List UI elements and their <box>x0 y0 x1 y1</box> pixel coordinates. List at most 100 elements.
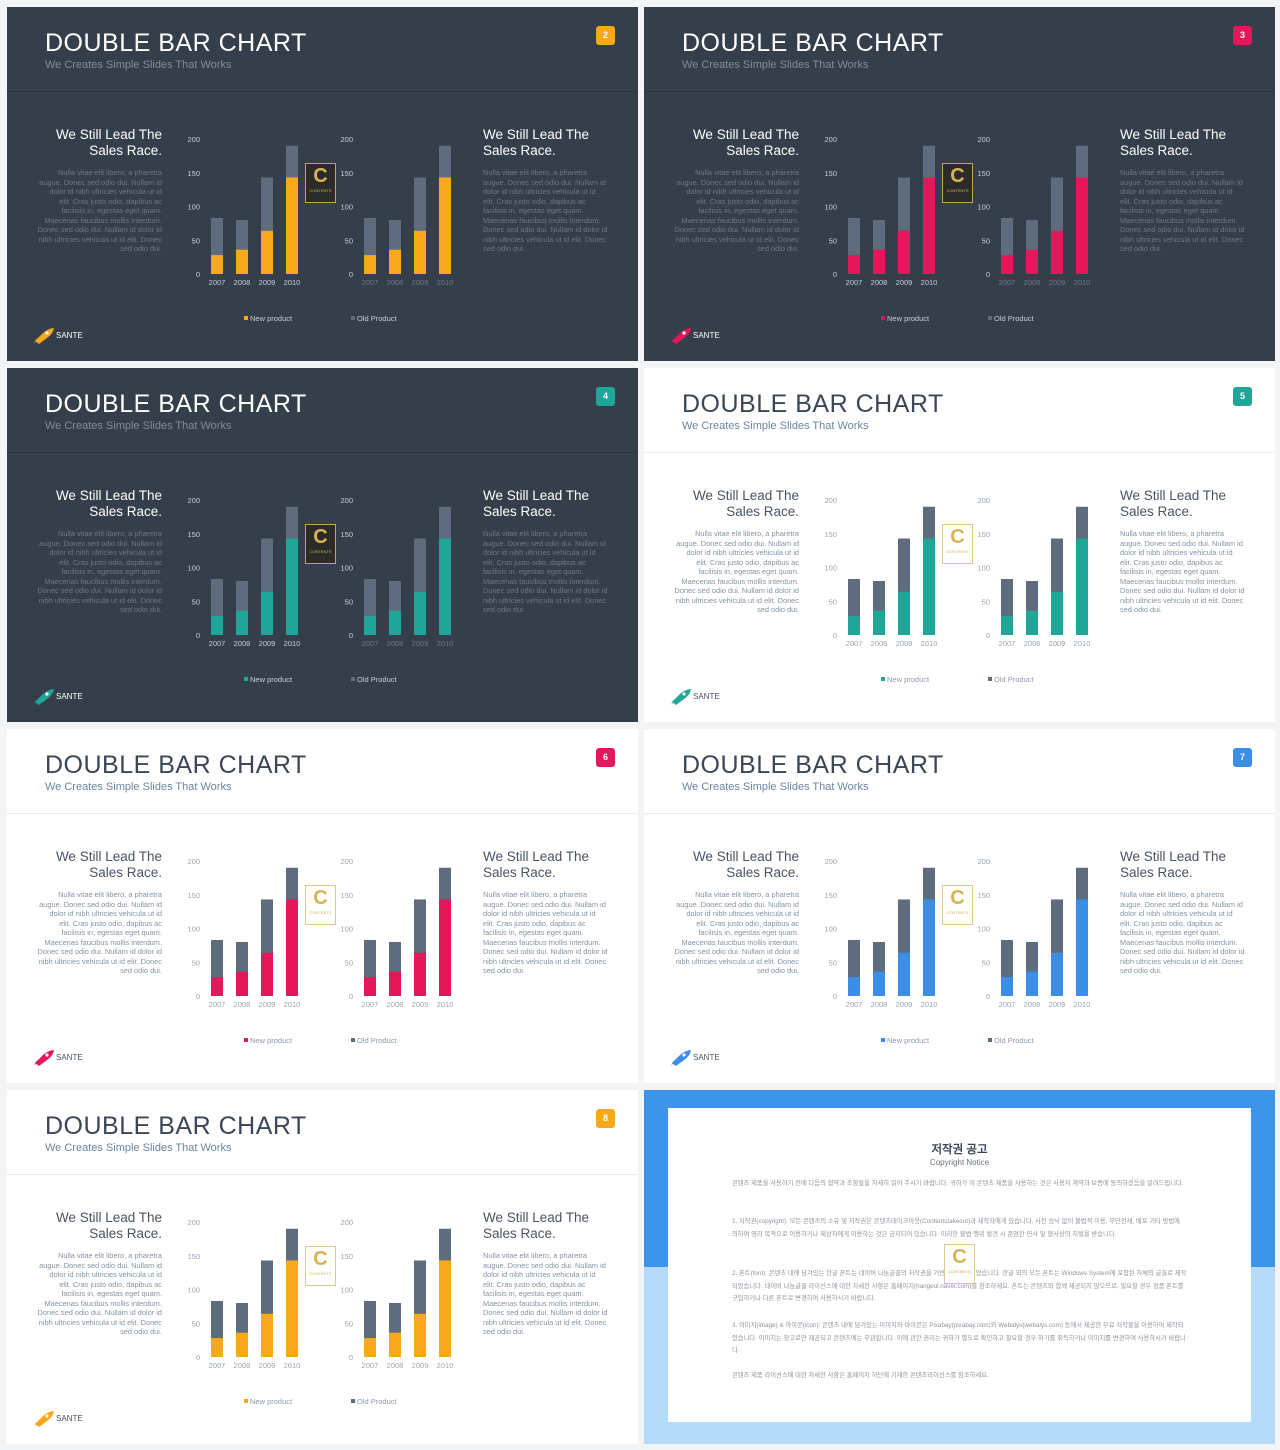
copyright-paragraph: 콘텐츠 제품을 사용하기 전에 다음의 협약과 조항들을 자세히 읽어 주시기 … <box>732 1180 1184 1187</box>
x-tick-label: 2010 <box>1074 1000 1091 1009</box>
contents-logo: C CONTENTS <box>305 885 336 925</box>
y-tick-label: 150 <box>824 530 837 539</box>
legend-new-product: New product <box>244 314 292 323</box>
legend-swatch <box>351 316 355 320</box>
x-tick-label: 2007 <box>209 1000 226 1009</box>
x-tick-label: 2009 <box>259 1361 276 1370</box>
header-divider <box>7 1174 638 1175</box>
y-tick-label: 0 <box>833 631 837 640</box>
bar-new-product <box>236 249 248 274</box>
x-tick-label: 2008 <box>387 1000 404 1009</box>
y-tick-label: 50 <box>345 958 353 967</box>
legend-label: Old Product <box>357 1397 397 1406</box>
copyright-paragraph: 1. 저작권(copyright): 모든 콘텐츠의 소유 및 저작권은 콘텐츠… <box>732 1218 1180 1238</box>
x-tick-label: 2007 <box>362 278 379 287</box>
x-tick-label: 2007 <box>362 1000 379 1009</box>
y-tick-label: 100 <box>187 564 200 573</box>
y-tick-label: 100 <box>340 925 353 934</box>
bar-new-product <box>848 616 860 635</box>
y-tick-label: 200 <box>340 857 353 866</box>
legend-old-product: Old Product <box>351 1036 397 1045</box>
y-tick-label: 100 <box>187 925 200 934</box>
bar-new-product <box>873 249 885 274</box>
right-heading: We Still Lead The Sales Race. <box>1120 849 1227 880</box>
bar-new-product <box>1051 230 1063 274</box>
x-tick-label: 2008 <box>387 1361 404 1370</box>
y-tick-label: 50 <box>192 236 200 245</box>
x-tick-label: 2010 <box>284 1000 301 1009</box>
legend-swatch <box>881 677 885 681</box>
x-tick-label: 2009 <box>896 639 913 648</box>
y-tick-label: 200 <box>977 135 990 144</box>
legend-label: New product <box>250 1036 293 1045</box>
right-heading: We Still Lead The Sales Race. <box>483 849 590 880</box>
x-tick-label: 2008 <box>871 278 888 287</box>
bar-new-product <box>286 177 298 274</box>
x-tick-label: 2009 <box>896 278 913 287</box>
slide-3: DOUBLE BAR CHART We Creates Simple Slides… <box>644 7 1275 361</box>
left-heading: We Still Lead The Sales Race. <box>55 127 162 158</box>
bar-new-product <box>261 952 273 996</box>
legend-swatch <box>988 677 992 681</box>
y-tick-label: 50 <box>345 1319 353 1328</box>
logo-letter: C <box>313 887 328 909</box>
x-tick-label: 2009 <box>1049 1000 1066 1009</box>
y-tick-label: 50 <box>982 236 990 245</box>
logo-text: CONTENTS <box>309 188 332 193</box>
legend-swatch <box>351 677 355 681</box>
slide-4: DOUBLE BAR CHART We Creates Simple Slides… <box>7 368 638 722</box>
bar-new-product <box>1076 899 1088 996</box>
bar-new-product <box>236 971 248 996</box>
y-tick-label: 50 <box>829 958 837 967</box>
bar-chart: 0 50 100 150 200 2007 2008 2009 2010 <box>977 857 1090 1009</box>
bar-new-product <box>1051 591 1063 635</box>
left-heading: We Still Lead The Sales Race. <box>692 849 799 880</box>
slide-2: DOUBLE BAR CHART We Creates Simple Slides… <box>7 7 638 361</box>
x-tick-label: 2008 <box>387 278 404 287</box>
bar-new-product <box>1026 971 1038 996</box>
x-tick-label: 2007 <box>209 278 226 287</box>
bar-new-product <box>364 977 376 996</box>
bar-new-product <box>439 177 451 274</box>
brand-logo: SANTE <box>31 325 83 345</box>
logo-letter: C <box>952 1246 967 1268</box>
y-tick-label: 200 <box>187 135 200 144</box>
right-body-text: Nulla vitae elit libero, a pharetra augu… <box>483 890 608 975</box>
logo-text: CONTENTS <box>946 910 969 915</box>
legend-swatch <box>244 1038 248 1042</box>
y-tick-label: 200 <box>187 1218 200 1227</box>
x-tick-label: 2008 <box>234 278 251 287</box>
left-body-text: Nulla vitae elit libero, a pharetra augu… <box>674 168 799 253</box>
double-bar-chart: 0 50 100 150 200 2007 2008 2009 2010 0 50 100 150 200… <box>187 1218 453 1370</box>
bar-new-product <box>923 538 935 635</box>
bar-new-product <box>286 538 298 635</box>
page-number-badge: 2 <box>596 26 615 45</box>
x-tick-label: 2008 <box>387 639 404 648</box>
x-tick-label: 2008 <box>234 1000 251 1009</box>
brand-name: SANTE <box>693 331 720 340</box>
logo-text: CONTENTS <box>309 549 332 554</box>
y-tick-label: 100 <box>824 925 837 934</box>
logo-text: CONTENTS <box>946 549 969 554</box>
y-tick-label: 100 <box>977 564 990 573</box>
legend-label: Old Product <box>994 314 1034 323</box>
y-tick-label: 150 <box>977 169 990 178</box>
legend-swatch <box>244 316 248 320</box>
bar-new-product <box>1026 610 1038 635</box>
y-tick-label: 100 <box>824 203 837 212</box>
bar-new-product <box>261 591 273 635</box>
legend-swatch <box>988 316 992 320</box>
legend-old-product: Old Product <box>988 314 1034 323</box>
x-tick-label: 2009 <box>412 1361 429 1370</box>
copyright-subtitle: Copyright Notice <box>929 1158 990 1167</box>
rocket-icon <box>671 689 691 705</box>
slide-title: DOUBLE BAR CHART <box>682 751 944 779</box>
y-tick-label: 100 <box>977 203 990 212</box>
bar-chart: 0 50 100 150 200 2007 2008 2009 2010 <box>824 857 937 1009</box>
slide-subtitle: We Creates Simple Slides That Works <box>682 420 869 432</box>
y-tick-label: 50 <box>192 597 200 606</box>
page-number-badge: 6 <box>596 748 615 767</box>
y-tick-label: 0 <box>196 270 200 279</box>
bar-new-product <box>1051 952 1063 996</box>
right-body-text: Nulla vitae elit libero, a pharetra augu… <box>1120 890 1245 975</box>
